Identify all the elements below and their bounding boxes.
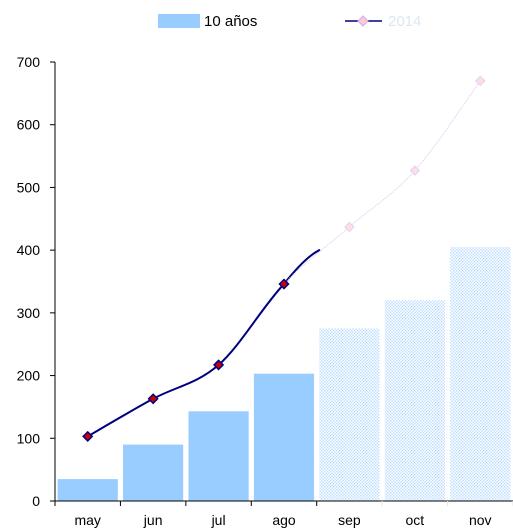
point-jul (213, 359, 225, 371)
x-tick-label-sep: sep (338, 512, 361, 528)
y-tick-label: 700 (17, 54, 41, 70)
x-tick-label-may: may (74, 512, 100, 528)
bar-oct (384, 300, 445, 501)
bar-sep (319, 328, 380, 501)
point-ago (278, 278, 290, 290)
y-tick-label: 300 (17, 305, 41, 321)
y-tick-label: 100 (17, 430, 41, 446)
bar-jul (188, 411, 249, 501)
y-tick-label: 400 (17, 242, 41, 258)
bar-may (57, 479, 118, 501)
x-tick-label-nov: nov (469, 512, 492, 528)
legend: 10 años 2014 (158, 13, 421, 30)
bar-ago (253, 373, 315, 501)
bar-series (57, 247, 511, 501)
line-series (82, 75, 486, 442)
x-tick-label-jun: jun (143, 512, 163, 528)
legend-label-line: 2014 (388, 13, 421, 30)
y-tick-label: 200 (17, 368, 41, 384)
point-nov (475, 75, 486, 87)
bar-nov (450, 247, 511, 501)
axes (50, 61, 513, 506)
point-sep (344, 221, 355, 233)
bar-jun (123, 444, 184, 501)
point-oct (409, 165, 421, 176)
legend-swatch-bars (158, 14, 200, 28)
y-tick-label: 500 (17, 179, 41, 195)
x-axis-labels: may jun jul ago sep oct nov (74, 512, 491, 528)
legend-swatch-marker (357, 15, 369, 27)
y-tick-label: 0 (32, 493, 40, 509)
legend-label-bars: 10 años (204, 13, 257, 30)
point-may (82, 430, 94, 442)
x-tick-label-jul: jul (211, 512, 226, 528)
y-axis-labels: 0 100 200 300 400 500 600 700 (17, 54, 41, 509)
y-tick-label: 600 (17, 117, 41, 133)
point-jun (147, 393, 159, 405)
x-tick-label-oct: oct (406, 512, 425, 528)
x-tick-label-ago: ago (272, 512, 296, 528)
